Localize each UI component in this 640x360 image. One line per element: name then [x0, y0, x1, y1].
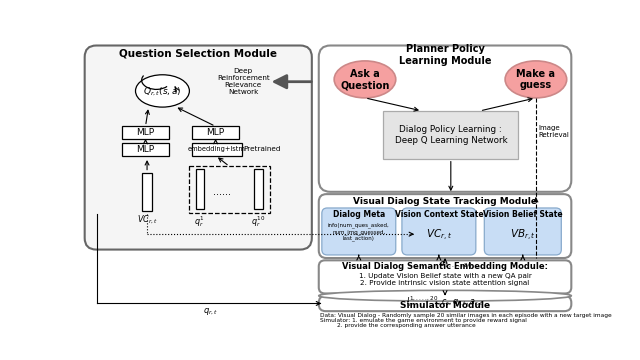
Bar: [254, 169, 262, 209]
Text: Ask a
Question: Ask a Question: [340, 69, 390, 90]
Ellipse shape: [136, 75, 189, 107]
FancyBboxPatch shape: [319, 194, 572, 258]
Text: Question Selection Module: Question Selection Module: [119, 48, 277, 58]
FancyBboxPatch shape: [484, 208, 561, 255]
Text: $\alpha_{1,...,20}$: $\alpha_{1,...,20}$: [439, 260, 472, 270]
Ellipse shape: [334, 61, 396, 98]
Text: MLP: MLP: [136, 145, 155, 154]
Text: MLP: MLP: [207, 128, 225, 137]
Bar: [192, 126, 239, 139]
FancyBboxPatch shape: [319, 260, 572, 293]
Bar: [383, 111, 518, 159]
Text: Image
Retrieval: Image Retrieval: [538, 125, 569, 138]
FancyBboxPatch shape: [402, 208, 476, 255]
Text: Visual Dialog Semantic Embedding Module:: Visual Dialog Semantic Embedding Module:: [342, 262, 548, 271]
FancyBboxPatch shape: [322, 208, 396, 255]
Bar: [122, 143, 170, 156]
Text: Vision Belief State: Vision Belief State: [483, 210, 563, 219]
FancyBboxPatch shape: [319, 45, 572, 192]
Text: Vision Context State: Vision Context State: [395, 210, 483, 219]
Ellipse shape: [319, 291, 572, 301]
FancyBboxPatch shape: [84, 45, 312, 249]
Bar: [192, 143, 242, 156]
Text: $q_{r,t}$: $q_{r,t}$: [204, 306, 219, 317]
Text: Pretrained: Pretrained: [243, 147, 281, 152]
Bar: [196, 169, 204, 209]
Bar: [143, 172, 152, 211]
Text: Visual Dialog State Tracking Module: Visual Dialog State Tracking Module: [353, 197, 537, 206]
Text: $VC_{r,t}$: $VC_{r,t}$: [426, 228, 452, 243]
Text: info(num_ques_asked,
num_img_guessed,
last_action): info(num_ques_asked, num_img_guessed, la…: [328, 222, 390, 241]
Text: $I_r^{1,....,20}, c_r, q_{r,t}, a_{r,t}$: $I_r^{1,....,20}, c_r, q_{r,t}, a_{r,t}$: [406, 294, 484, 309]
Text: embedding+lstm: embedding+lstm: [188, 147, 245, 152]
Ellipse shape: [505, 61, 566, 98]
Text: 2. provide the corresponding answer utterance: 2. provide the corresponding answer utte…: [337, 323, 476, 328]
Text: Make a
guess: Make a guess: [516, 69, 556, 90]
Text: Dialog Policy Learning :
Deep Q Learning Network: Dialog Policy Learning : Deep Q Learning…: [394, 125, 507, 144]
Text: $VC_{r,t}$: $VC_{r,t}$: [137, 214, 157, 226]
Text: $Q_{r,t}(s,a)$: $Q_{r,t}(s,a)$: [143, 86, 182, 98]
Text: ......: ......: [212, 187, 231, 197]
Text: Simulator: 1. emulate the game environment to provide reward signal: Simulator: 1. emulate the game environme…: [320, 318, 527, 323]
Text: Dialog Meta: Dialog Meta: [333, 210, 385, 219]
Text: $VB_{r,t}$: $VB_{r,t}$: [510, 228, 536, 243]
Text: Planner Policy
Learning Module: Planner Policy Learning Module: [399, 44, 492, 66]
FancyBboxPatch shape: [319, 296, 572, 311]
Text: Deep
Reinforcement
Relevance
Network: Deep Reinforcement Relevance Network: [217, 68, 269, 95]
Bar: [122, 126, 170, 139]
Text: Simulator Module: Simulator Module: [400, 301, 490, 310]
Text: $q_r^1$: $q_r^1$: [194, 214, 205, 229]
Text: Data: Visual Dialog - Randomly sample 20 similar images in each episode with a n: Data: Visual Dialog - Randomly sample 20…: [320, 314, 612, 319]
Text: $q_r^{10}$: $q_r^{10}$: [251, 214, 265, 229]
Text: MLP: MLP: [136, 128, 155, 137]
Bar: [189, 166, 270, 213]
Text: 2. Provide intrinsic vision state attention signal: 2. Provide intrinsic vision state attent…: [360, 280, 530, 287]
Text: 1. Update Vision Belief state with a new QA pair: 1. Update Vision Belief state with a new…: [358, 273, 531, 279]
